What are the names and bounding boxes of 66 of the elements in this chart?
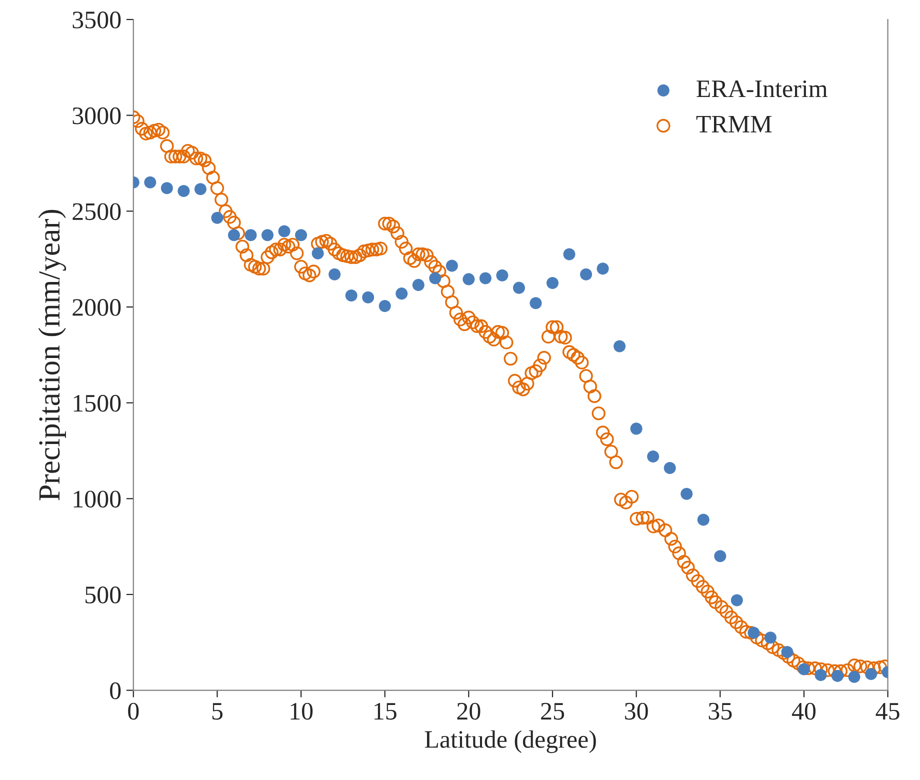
point <box>512 282 525 294</box>
point <box>479 272 492 284</box>
y-tick-label: 500 <box>86 586 121 604</box>
x-tick-label: 30 <box>625 702 648 720</box>
point <box>714 550 726 562</box>
point <box>144 176 156 188</box>
y-tick-label: 1000 <box>74 490 121 508</box>
point <box>228 229 240 242</box>
point <box>596 262 609 275</box>
x-tick-label: 40 <box>792 702 816 720</box>
y-tick-label: 2500 <box>72 203 121 220</box>
y-tick-label: 3500 <box>72 12 121 28</box>
x-tick-label: 5 <box>212 703 222 720</box>
point <box>362 291 374 304</box>
point <box>680 488 693 500</box>
x-tick-label: 45 <box>876 702 900 720</box>
point <box>798 663 810 676</box>
y-tick-label: 0 <box>110 682 121 700</box>
point <box>781 646 794 658</box>
point <box>178 185 190 198</box>
point <box>345 289 358 302</box>
point <box>764 632 776 644</box>
point <box>462 273 475 286</box>
point <box>748 626 760 639</box>
point <box>446 260 458 272</box>
point <box>412 278 424 291</box>
x-axis-title: Latitude (degree) <box>424 730 596 754</box>
point <box>563 248 576 260</box>
point <box>614 340 626 352</box>
point <box>496 269 508 282</box>
x-tick-label: 20 <box>457 702 480 720</box>
x-tick-label: 10 <box>290 702 313 720</box>
point <box>295 229 308 242</box>
x-tick-label: 25 <box>541 702 564 720</box>
point <box>194 183 206 196</box>
point <box>814 668 827 681</box>
point <box>429 272 442 284</box>
x-tick-label: 35 <box>708 702 732 720</box>
point <box>546 277 559 290</box>
point <box>328 268 341 280</box>
point <box>262 229 274 242</box>
point <box>630 422 642 435</box>
point <box>211 212 224 224</box>
point <box>378 300 391 312</box>
point <box>160 182 173 194</box>
point <box>278 225 290 238</box>
point <box>580 268 592 280</box>
x-tick-label: 15 <box>374 702 396 720</box>
point <box>647 450 660 462</box>
point <box>312 247 324 260</box>
point <box>730 594 743 606</box>
point <box>831 670 844 682</box>
point <box>848 670 860 683</box>
point <box>396 288 408 300</box>
x-tick-label: 0 <box>128 702 139 720</box>
point <box>865 668 878 680</box>
legend-label: TRMM <box>696 116 772 132</box>
point <box>664 462 676 474</box>
legend-label: ERA-Interim <box>696 80 828 98</box>
y-axis-title: Precipitation (mm/year) <box>38 210 66 500</box>
point <box>530 297 542 310</box>
y-tick-label: 3000 <box>72 107 121 124</box>
point <box>697 514 710 526</box>
point <box>244 229 257 242</box>
y-tick-label: 1500 <box>74 394 121 412</box>
y-tick-label: 2000 <box>72 299 121 316</box>
